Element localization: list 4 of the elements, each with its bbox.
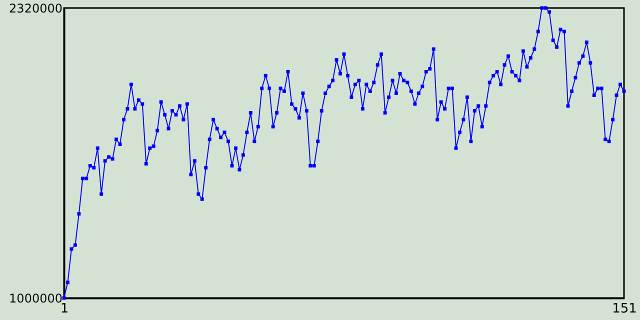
y-tick-label: 1000000 xyxy=(9,292,62,306)
x-tick-label: 151 xyxy=(612,302,637,316)
x-tick-label: 1 xyxy=(60,302,69,316)
y-tick-label: 2320000 xyxy=(9,2,62,16)
